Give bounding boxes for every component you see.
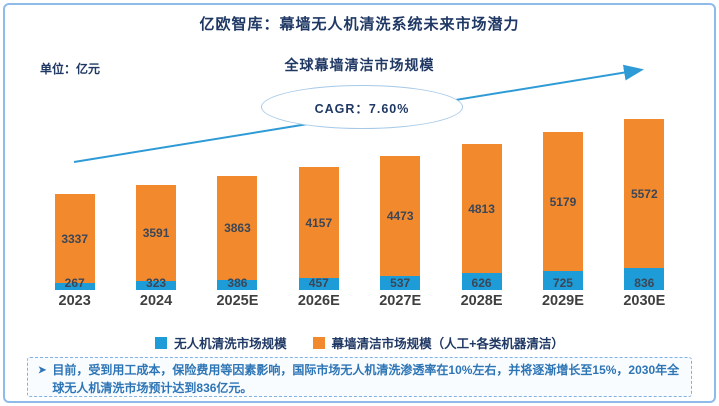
unit-label: 单位：亿元	[40, 62, 101, 76]
curtain-bar-value: 3863	[224, 221, 251, 235]
cagr-label: CAGR：7.60%	[314, 101, 410, 116]
x-axis-label: 2025E	[216, 293, 259, 309]
chart-area: 3337 267 3591 323 3863 386 4157 457 4473 537 4813 6…	[34, 62, 685, 290]
bar-column: 4473 537	[378, 156, 422, 290]
x-axis-labels: 2023 2024 2025E 2026E 2027E 2028E 2029E 2030E	[34, 293, 685, 309]
page-title: 亿欧智库：幕墙无人机清洗系统未来市场潜力	[199, 16, 520, 33]
bar-column: 3863 386	[215, 176, 259, 290]
drone-bar-value: 725	[552, 276, 573, 290]
curtain-bar-segment: 5179	[542, 132, 583, 271]
curtain-bar-segment: 4473	[380, 156, 421, 276]
cagr-badge: CAGR：7.60%	[261, 85, 463, 129]
drone-bar-value: 537	[390, 276, 411, 290]
note-text: 目前，受到用工成本，保险费用等因素影响，国际市场无人机清洗渗透率在10%左右，并…	[52, 363, 680, 395]
drone-bar-segment: 457	[298, 276, 339, 290]
note-box: ➤ 目前，受到用工成本，保险费用等因素影响，国际市场无人机清洗渗透率在10%左右…	[27, 357, 692, 397]
drone-bar-value: 626	[471, 276, 492, 290]
bar-column: 3591 323	[134, 185, 178, 290]
curtain-bar-value: 4473	[386, 209, 414, 223]
chart-frame	[3, 3, 716, 403]
x-axis-label: 2029E	[541, 293, 584, 309]
x-axis-label: 2026E	[297, 293, 340, 309]
chart-legend: 无人机清洗市场规模 幕墙清洁市场规模（人工+各类机器清洁）	[0, 333, 719, 352]
bar-column: 5572 836	[622, 119, 666, 290]
drone-bar-segment: 267	[54, 276, 95, 290]
curtain-bar-value: 4157	[305, 215, 333, 230]
curtain-bar-value: 5572	[630, 186, 658, 201]
drone-bar-segment: 626	[461, 273, 502, 290]
bar-column: 3337 267	[53, 194, 97, 290]
bar-column: 4813 626	[460, 144, 504, 290]
x-axis-label: 2028E	[460, 293, 503, 309]
legend-item-drone: 无人机清洗市场规模	[155, 333, 287, 352]
legend-item-curtain: 幕墙清洁市场规模（人工+各类机器清洁）	[312, 333, 564, 352]
x-axis-label: 2024	[139, 293, 173, 309]
curtain-bar-value: 3337	[61, 231, 89, 246]
drone-bar-value: 457	[308, 276, 329, 290]
legend-label-drone: 无人机清洗市场规模	[174, 337, 287, 351]
curtain-bar-segment: 4157	[298, 167, 339, 278]
legend-swatch-blue-icon	[155, 336, 168, 349]
legend-swatch-orange-icon	[312, 336, 325, 349]
curtain-bar-value: 4813	[468, 201, 495, 216]
bars-container: 3337 267 3591 323 3863 386 4157 457 4473 537 4813 6…	[34, 62, 685, 290]
drone-bar-value: 836	[634, 276, 655, 290]
chart-subtitle: 全球幕墙清洁市场规模	[284, 57, 435, 73]
drone-bar-segment: 836	[624, 268, 665, 290]
drone-bar-segment: 323	[136, 276, 177, 290]
curtain-bar-segment: 3591	[136, 185, 177, 281]
bar-column: 5179 725	[541, 132, 585, 290]
x-axis-label: 2023	[58, 293, 91, 309]
drone-bar-value: 386	[227, 276, 248, 290]
bar-column: 4157 457	[297, 167, 341, 290]
drone-bar-value: 323	[146, 276, 167, 290]
legend-label-curtain: 幕墙清洁市场规模（人工+各类机器清洁）	[331, 337, 564, 351]
drone-bar-segment: 537	[380, 276, 421, 290]
curtain-bar-segment: 4813	[461, 144, 502, 273]
curtain-bar-value: 3591	[142, 226, 170, 240]
curtain-bar-value: 5179	[549, 194, 577, 209]
note-marker-icon: ➤	[38, 365, 47, 376]
x-axis-label: 2030E	[623, 293, 666, 309]
curtain-bar-segment: 3337	[54, 194, 95, 283]
drone-bar-segment: 386	[217, 276, 258, 290]
drone-bar-value: 267	[64, 276, 85, 290]
curtain-bar-segment: 5572	[624, 119, 665, 268]
x-axis-label: 2027E	[379, 293, 422, 309]
curtain-bar-segment: 3863	[217, 176, 258, 280]
drone-bar-segment: 725	[542, 271, 583, 290]
